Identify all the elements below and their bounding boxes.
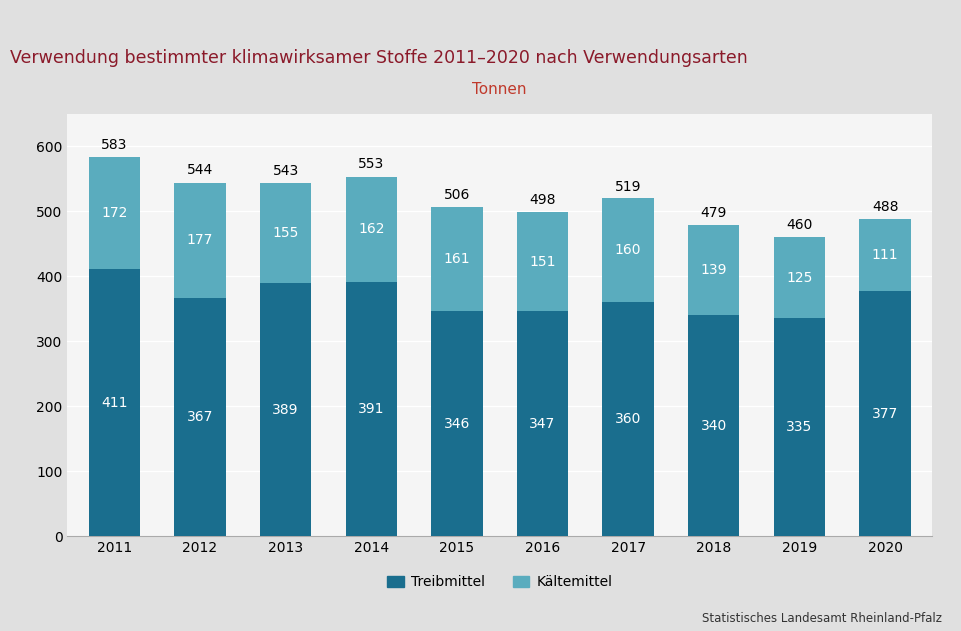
Text: Verwendung bestimmter klimawirksamer Stoffe 2011–2020 nach Verwendungsarten: Verwendung bestimmter klimawirksamer Sto…: [10, 49, 748, 67]
Bar: [346, 282, 397, 536]
Bar: [431, 311, 482, 536]
Text: 125: 125: [786, 271, 813, 285]
Text: 139: 139: [701, 263, 727, 277]
Text: 389: 389: [272, 403, 299, 417]
Text: Tonnen: Tonnen: [473, 81, 527, 97]
Bar: [259, 283, 311, 536]
Text: 162: 162: [358, 222, 384, 237]
Text: 391: 391: [358, 402, 384, 416]
Text: 335: 335: [786, 420, 813, 434]
Text: 377: 377: [872, 407, 899, 421]
Bar: [259, 182, 311, 283]
Text: 583: 583: [101, 138, 128, 152]
Text: 161: 161: [444, 252, 470, 266]
Text: 111: 111: [872, 248, 899, 262]
Text: 506: 506: [444, 188, 470, 202]
Bar: [346, 177, 397, 282]
Text: 340: 340: [701, 419, 727, 433]
Bar: [859, 291, 911, 536]
Text: 155: 155: [273, 226, 299, 240]
Bar: [859, 219, 911, 291]
Text: 460: 460: [786, 218, 813, 232]
Legend: Treibmittel, Kältemittel: Treibmittel, Kältemittel: [382, 570, 618, 595]
Bar: [517, 213, 568, 310]
Bar: [174, 182, 226, 298]
Bar: [88, 157, 140, 269]
Bar: [774, 237, 825, 319]
Text: 347: 347: [530, 416, 555, 430]
Text: 519: 519: [615, 180, 641, 194]
Text: 177: 177: [186, 233, 213, 247]
Bar: [688, 316, 740, 536]
Text: 360: 360: [615, 412, 641, 427]
Text: 367: 367: [186, 410, 213, 424]
Bar: [517, 310, 568, 536]
Text: 160: 160: [615, 243, 641, 257]
Text: 498: 498: [530, 193, 555, 207]
Bar: [431, 206, 482, 311]
Text: 172: 172: [101, 206, 128, 220]
Text: 479: 479: [701, 206, 727, 220]
Text: 346: 346: [444, 417, 470, 431]
Text: 411: 411: [101, 396, 128, 410]
Bar: [774, 319, 825, 536]
Bar: [603, 198, 653, 302]
Text: 543: 543: [273, 164, 299, 178]
Text: 151: 151: [530, 254, 555, 269]
Bar: [603, 302, 653, 536]
Text: 544: 544: [186, 163, 213, 177]
Text: 488: 488: [872, 200, 899, 214]
Text: Statistisches Landesamt Rheinland-Pfalz: Statistisches Landesamt Rheinland-Pfalz: [702, 611, 942, 625]
Bar: [88, 269, 140, 536]
Bar: [174, 298, 226, 536]
Text: 553: 553: [358, 158, 384, 172]
Bar: [688, 225, 740, 316]
